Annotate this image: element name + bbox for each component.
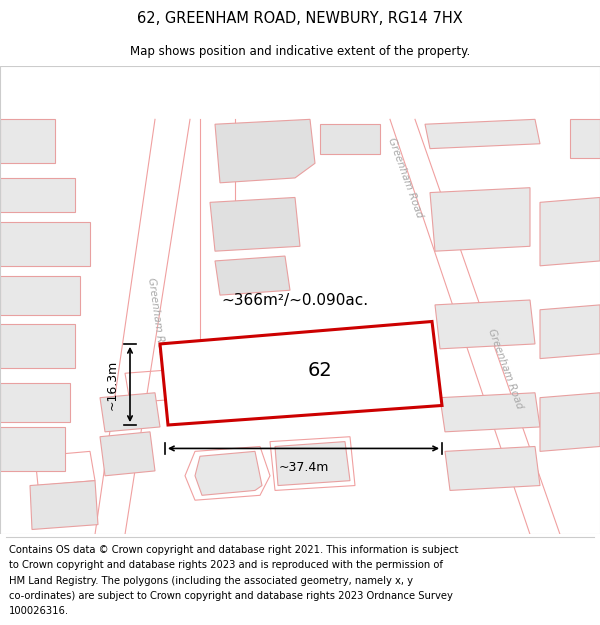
Polygon shape — [425, 119, 540, 149]
Text: ~37.4m: ~37.4m — [278, 461, 329, 474]
Text: 62: 62 — [308, 361, 332, 380]
Polygon shape — [0, 324, 75, 368]
Polygon shape — [0, 178, 75, 212]
Polygon shape — [440, 392, 540, 432]
Text: Map shows position and indicative extent of the property.: Map shows position and indicative extent… — [130, 45, 470, 58]
Text: co-ordinates) are subject to Crown copyright and database rights 2023 Ordnance S: co-ordinates) are subject to Crown copyr… — [9, 591, 453, 601]
Polygon shape — [0, 119, 55, 163]
Text: 100026316.: 100026316. — [9, 606, 69, 616]
Polygon shape — [0, 427, 65, 471]
Polygon shape — [100, 392, 160, 432]
Polygon shape — [0, 276, 80, 314]
Polygon shape — [0, 222, 90, 266]
Polygon shape — [215, 119, 315, 182]
Text: Contains OS data © Crown copyright and database right 2021. This information is : Contains OS data © Crown copyright and d… — [9, 545, 458, 555]
Polygon shape — [445, 446, 540, 491]
Polygon shape — [0, 383, 70, 422]
Text: ~16.3m: ~16.3m — [106, 359, 119, 409]
Polygon shape — [540, 392, 600, 451]
Polygon shape — [195, 451, 262, 495]
Polygon shape — [100, 432, 155, 476]
Polygon shape — [570, 119, 600, 158]
Text: to Crown copyright and database rights 2023 and is reproduced with the permissio: to Crown copyright and database rights 2… — [9, 561, 443, 571]
Text: Greenham Road: Greenham Road — [486, 327, 524, 410]
Polygon shape — [30, 481, 98, 529]
Polygon shape — [540, 305, 600, 359]
Polygon shape — [435, 300, 535, 349]
Polygon shape — [275, 442, 350, 486]
Text: Greenham Road: Greenham Road — [146, 277, 168, 362]
Text: ~366m²/~0.090ac.: ~366m²/~0.090ac. — [221, 292, 368, 308]
Text: Greenham Road: Greenham Road — [386, 136, 424, 219]
Polygon shape — [320, 124, 380, 154]
Polygon shape — [160, 321, 442, 425]
Polygon shape — [215, 256, 290, 295]
Text: 62, GREENHAM ROAD, NEWBURY, RG14 7HX: 62, GREENHAM ROAD, NEWBURY, RG14 7HX — [137, 11, 463, 26]
Polygon shape — [540, 198, 600, 266]
Text: HM Land Registry. The polygons (including the associated geometry, namely x, y: HM Land Registry. The polygons (includin… — [9, 576, 413, 586]
Polygon shape — [210, 198, 300, 251]
Polygon shape — [430, 188, 530, 251]
